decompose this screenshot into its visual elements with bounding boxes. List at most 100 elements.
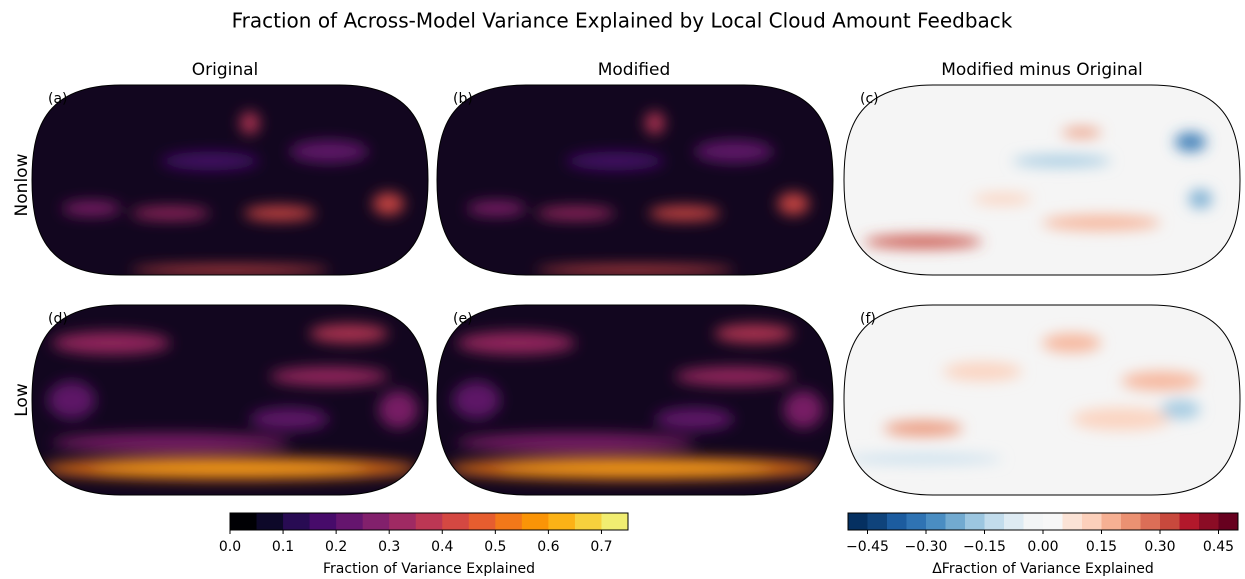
colorbar-tick-label: −0.45 [846, 539, 889, 555]
colorbar-bin [230, 513, 257, 530]
field-blob [467, 201, 526, 216]
column-title: Modified minus Original [941, 60, 1143, 80]
field-blob [379, 391, 419, 429]
field-blob [1189, 190, 1213, 209]
colorbar-bin [1180, 513, 1200, 530]
map-panel [32, 305, 428, 495]
field-blob [1072, 408, 1171, 431]
colorbar-bin [1063, 513, 1083, 530]
field-blob [778, 192, 810, 215]
colorbar-bin [469, 513, 496, 530]
colorbar-bin [1024, 513, 1044, 530]
panel-label: (d) [48, 311, 68, 327]
field-blob [714, 324, 793, 343]
colorbar-bin [495, 513, 522, 530]
colorbar-bin [1199, 513, 1219, 530]
field-blob [373, 192, 405, 215]
map-panel [437, 305, 833, 495]
field-blob [1161, 400, 1201, 419]
map-panel [437, 85, 833, 275]
field-blob [289, 140, 368, 163]
field-blob [943, 362, 1022, 381]
colorbar-bin [848, 513, 868, 530]
colorbar-tick-label: −0.15 [963, 539, 1006, 555]
row-label: Nonlow [12, 153, 32, 216]
field-blob [244, 206, 315, 221]
field-blob [1121, 372, 1200, 391]
colorbar-bin [442, 513, 469, 530]
colorbar-bin [389, 513, 416, 530]
panel-label: (c) [860, 91, 879, 107]
map-background [437, 85, 833, 275]
panel-label: (a) [48, 91, 68, 107]
field-blob [864, 235, 983, 248]
colorbar-bin [946, 513, 966, 530]
field-blob [1175, 133, 1207, 152]
colorbar-bin [1141, 513, 1161, 530]
field-blob [536, 207, 615, 220]
field-blob [884, 421, 963, 436]
field-blob [536, 266, 734, 276]
colorbar-tick-label: 0.15 [1086, 539, 1117, 555]
field-blob [52, 332, 171, 355]
field-blob [453, 381, 501, 419]
field-blob [131, 207, 210, 220]
colorbar-bin [601, 513, 628, 530]
colorbar-tick-label: −0.30 [905, 539, 948, 555]
colorbar-bin [1004, 513, 1024, 530]
map-panel [32, 85, 428, 275]
field-blob [48, 381, 96, 419]
colorbar-tick-label: 0.2 [325, 539, 347, 555]
colorbar-label: Fraction of Variance Explained [323, 561, 535, 577]
colorbar-bin [1160, 513, 1180, 530]
field-blob [250, 408, 329, 431]
colorbar-bin [1219, 513, 1239, 530]
field-blob [240, 112, 260, 135]
field-blob [566, 152, 665, 171]
colorbar-bin [985, 513, 1005, 530]
field-blob [675, 367, 794, 386]
field-blob [1062, 128, 1102, 138]
column-title: Modified [598, 60, 671, 80]
colorbar-bin [548, 513, 575, 530]
field-blob [62, 201, 121, 216]
colorbar-bin [907, 513, 927, 530]
colorbar-tick-label: 0.00 [1027, 539, 1058, 555]
panel-label: (f) [860, 311, 876, 327]
panel-label: (b) [453, 91, 473, 107]
field-blob [91, 464, 368, 474]
colorbar-bin [1082, 513, 1102, 530]
field-blob [309, 324, 388, 343]
colorbar-bin [1121, 513, 1141, 530]
colorbar-bin [416, 513, 443, 530]
field-blob [844, 454, 1002, 464]
row-label: Low [12, 383, 32, 417]
field-blob [52, 433, 290, 452]
field-blob [649, 206, 720, 221]
colorbar-bin [363, 513, 390, 530]
field-blob [496, 464, 773, 474]
colorbar-tick-label: 0.4 [431, 539, 453, 555]
map-panel [844, 305, 1240, 495]
colorbar-tick-label: 0.7 [590, 539, 612, 555]
column-title: Original [192, 60, 259, 80]
colorbar-label: ΔFraction of Variance Explained [932, 561, 1154, 577]
field-blob [1042, 334, 1101, 353]
map-background [32, 85, 428, 275]
colorbar-tick-label: 0.5 [484, 539, 506, 555]
field-blob [131, 266, 329, 276]
field-blob [457, 332, 576, 355]
colorbar-bin [926, 513, 946, 530]
field-blob [1012, 155, 1111, 166]
colorbar-tick-label: 0.45 [1203, 539, 1234, 555]
colorbar-tick-label: 0.6 [537, 539, 559, 555]
colorbar-bin [257, 513, 284, 530]
colorbar-bin [336, 513, 363, 530]
colorbar-bin [575, 513, 602, 530]
field-blob [694, 140, 773, 163]
panel-label: (e) [453, 311, 473, 327]
field-blob [655, 408, 734, 431]
colorbar-bin [868, 513, 888, 530]
colorbar-tick-label: 0.1 [272, 539, 294, 555]
field-blob [161, 152, 260, 171]
